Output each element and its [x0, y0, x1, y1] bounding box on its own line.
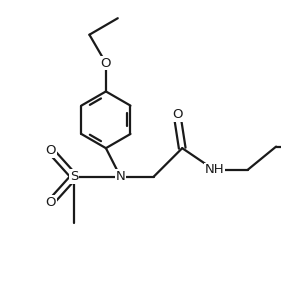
Text: S: S [70, 170, 78, 183]
Text: O: O [45, 144, 56, 157]
Text: O: O [172, 108, 182, 121]
Text: O: O [45, 196, 56, 209]
Text: N: N [116, 170, 125, 183]
Text: O: O [101, 57, 111, 69]
Text: NH: NH [204, 163, 224, 176]
